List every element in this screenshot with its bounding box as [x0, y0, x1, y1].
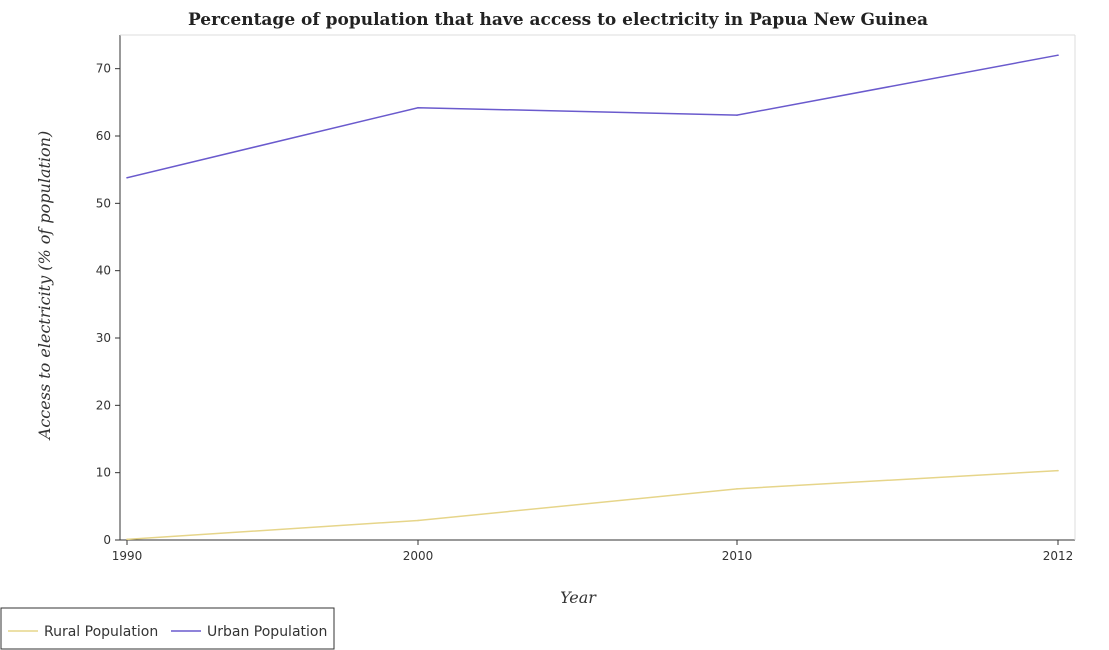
data-point — [736, 114, 738, 116]
y-tick-label: 30 — [96, 331, 111, 345]
x-axis-label: Year — [560, 588, 597, 607]
data-point — [417, 106, 419, 109]
legend-label: Rural Population — [44, 624, 158, 640]
y-axis-label: Access to electricity (% of population) — [35, 131, 54, 441]
x-tick-label: 2000 — [403, 549, 434, 563]
data-point — [1057, 54, 1059, 56]
x-tick-label: 1990 — [112, 549, 143, 563]
chart-title: Percentage of population that have acces… — [188, 10, 928, 30]
legend-label: Urban Population — [207, 624, 327, 640]
y-tick-label: 60 — [96, 129, 111, 143]
series-line-0 — [126, 469, 1059, 541]
data-point — [126, 176, 128, 179]
data-point — [417, 519, 419, 522]
y-tick-label: 20 — [96, 398, 111, 412]
data-point — [736, 488, 738, 490]
y-tick-label: 0 — [103, 533, 111, 547]
y-tick-label: 10 — [96, 466, 111, 480]
series-line-1 — [126, 54, 1059, 179]
legend: Rural Population Urban Population — [0, 607, 335, 650]
legend-box — [0, 607, 335, 650]
y-tick-label: 40 — [96, 264, 111, 278]
data-point — [1057, 469, 1059, 472]
plot-area: 0 10 20 30 40 50 60 70 1990 2000 2010 2012 — [96, 34, 1076, 563]
x-tick-label: 2012 — [1043, 549, 1074, 563]
y-tick-label: 70 — [96, 62, 111, 76]
y-tick-label: 50 — [96, 196, 111, 210]
data-point — [126, 538, 128, 541]
x-tick-label: 2010 — [722, 549, 753, 563]
